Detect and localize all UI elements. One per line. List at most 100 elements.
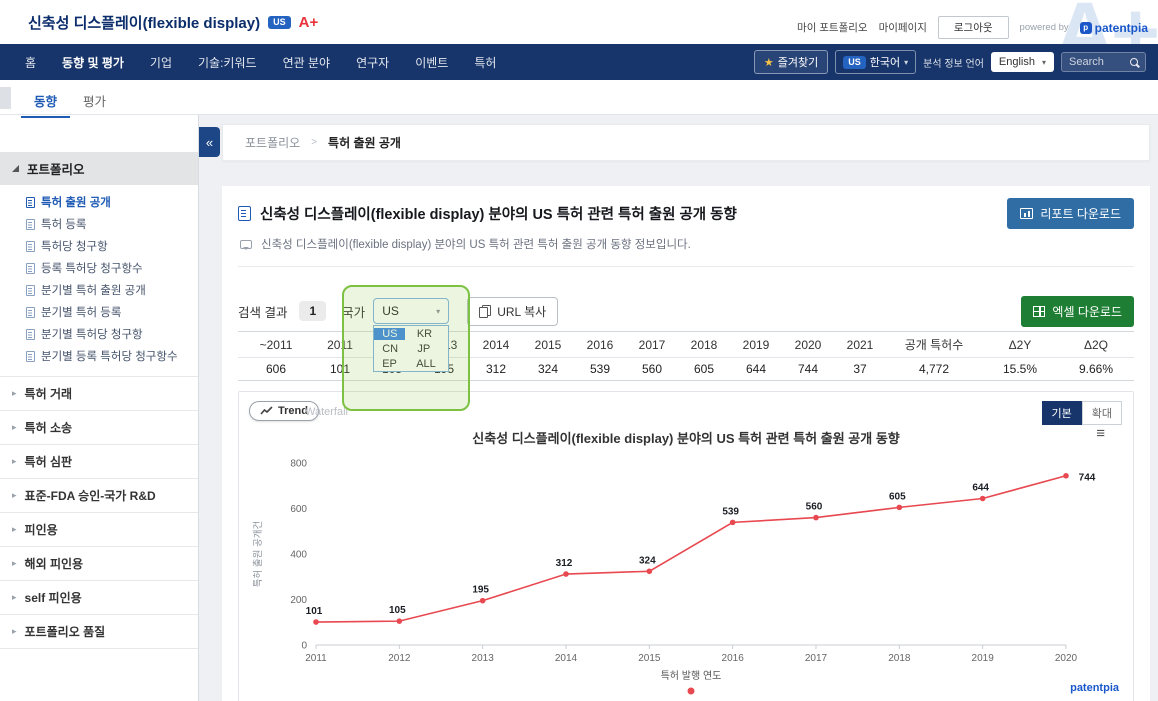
sidebar-item-claims-per-registered[interactable]: 등록 특허당 청구항수 — [0, 257, 198, 279]
svg-text:539: 539 — [722, 506, 739, 517]
svg-text:2015: 2015 — [638, 653, 661, 664]
sidebar-item-label: 특허 출원 공개 — [41, 197, 111, 209]
chart-plot-area: 0 200 400 600 800 2011 2012 2013 2014 2015 2016 201… — [239, 449, 1133, 701]
sidebar-section-patent-litigation[interactable]: ▸ 특허 소송 — [0, 410, 198, 444]
sidebar-collapse-button[interactable]: « — [199, 127, 220, 157]
arrow-right-icon: ▸ — [12, 388, 17, 398]
chart-basic-button[interactable]: 기본 — [1041, 401, 1082, 425]
my-portfolio-link[interactable]: 마이 포트폴리오 — [797, 22, 868, 34]
breadcrumb-separator-icon: > — [311, 137, 318, 148]
excel-download-button[interactable]: 엑셀 다운로드 — [1021, 295, 1134, 327]
country-option-jp[interactable]: JP — [417, 343, 431, 355]
country-option-kr[interactable]: KR — [416, 328, 433, 340]
nav-right: ★ 즐겨찾기 US 한국어 ▾ 분석 정보 언어 English ▾ — [753, 50, 1146, 74]
svg-text:644: 644 — [972, 482, 989, 493]
sidebar-item-claims-per-patent[interactable]: 특허당 청구항 — [0, 235, 198, 257]
breadcrumb-current: 특허 출원 공개 — [328, 136, 401, 150]
svg-text:744: 744 — [1079, 473, 1096, 484]
sidebar-item-patent-registration[interactable]: 특허 등록 — [0, 213, 198, 235]
nav-item-trend-eval[interactable]: 동향 및 평가 — [62, 55, 124, 70]
table-header-cell: 2016 — [574, 331, 626, 358]
svg-text:312: 312 — [556, 558, 573, 569]
country-filter-group: 국가 US ▾ US KR CN JP EP ALL — [342, 298, 450, 372]
arrow-right-icon: ▸ — [12, 422, 17, 432]
search-result-label: 검색 결과 — [238, 305, 288, 320]
country-option-ep[interactable]: EP — [382, 358, 397, 370]
sidebar-section-portfolio-quality[interactable]: ▸ 포트폴리오 품질 — [0, 614, 198, 649]
table-header-cell: 2011 — [314, 331, 366, 358]
search-icon[interactable] — [1130, 58, 1138, 66]
nav-item-event[interactable]: 이벤트 — [415, 55, 449, 70]
table-cell: 101 — [314, 357, 366, 381]
country-option-cn[interactable]: CN — [382, 343, 399, 355]
chart-zoom-button[interactable]: 확대 — [1081, 401, 1122, 425]
main-nav: 홈 동향 및 평가 기업 기술:키워드 연관 분야 연구자 이벤트 특허 ★ 즐… — [0, 44, 1158, 80]
document-icon — [26, 306, 35, 318]
breadcrumb-parent[interactable]: 포트폴리오 — [245, 136, 301, 150]
sidebar-section-citations[interactable]: ▸ 피인용 — [0, 512, 198, 546]
nav-item-home[interactable]: 홈 — [25, 55, 37, 70]
logout-button[interactable]: 로그아웃 — [937, 16, 1009, 39]
table-cell: 324 — [522, 357, 574, 381]
sidebar-item-quarterly-claims-registered[interactable]: 분기별 등록 특허당 청구항수 — [0, 345, 198, 367]
sidebar-section-foreign-citations[interactable]: ▸ 해외 피인용 — [0, 546, 198, 580]
site-language-select[interactable]: US 한국어 ▾ — [835, 50, 917, 74]
nav-item-researcher[interactable]: 연구자 — [356, 55, 390, 70]
hamburger-menu-icon[interactable]: ≡ — [1096, 425, 1105, 442]
sidebar-item-label: 분기별 특허 출원 공개 — [41, 285, 146, 297]
sidebar-item-quarterly-publication[interactable]: 분기별 특허 출원 공개 — [0, 279, 198, 301]
country-select[interactable]: US ▾ US KR CN JP EP ALL — [373, 298, 450, 372]
svg-text:특허 출원 공개건: 특허 출원 공개건 — [253, 521, 264, 587]
country-option-all[interactable]: ALL — [416, 358, 436, 370]
sidebar-section-standards-fda-rnd[interactable]: ▸ 표준-FDA 승인-국가 R&D — [0, 478, 198, 512]
svg-text:400: 400 — [290, 550, 307, 561]
my-page-link[interactable]: 마이페이지 — [878, 22, 927, 34]
analysis-language-select[interactable]: English ▾ — [990, 52, 1054, 72]
url-copy-button[interactable]: URL 복사 — [467, 296, 559, 326]
search-result-count: 1 — [299, 301, 327, 321]
svg-text:101: 101 — [306, 606, 323, 617]
excel-icon — [1033, 305, 1046, 317]
nav-item-patent[interactable]: 특허 — [474, 55, 497, 70]
sidebar-item-quarterly-claims[interactable]: 분기별 특허당 청구항 — [0, 323, 198, 345]
nav-item-company[interactable]: 기업 — [149, 55, 173, 70]
tab-evaluation[interactable]: 평가 — [83, 95, 107, 109]
document-icon — [26, 350, 35, 362]
chevron-down-icon: ▾ — [1041, 57, 1046, 67]
favorites-button[interactable]: ★ 즐겨찾기 — [753, 50, 829, 74]
search-input[interactable] — [1069, 56, 1125, 68]
sidebar-section-label: 해외 피인용 — [24, 557, 84, 571]
document-edit-icon — [238, 206, 251, 221]
country-label: 국가 — [342, 305, 366, 320]
report-download-button[interactable]: 리포트 다운로드 — [1007, 198, 1134, 229]
panel-resize-handle[interactable] — [0, 87, 11, 109]
subtab-bar: 동향 평가 — [0, 80, 1158, 118]
content-area: « 포트폴리오 > 특허 출원 공개 신축성 디스플레이(flexible di… — [199, 115, 1158, 701]
sidebar-section-patent-trial[interactable]: ▸ 특허 심판 — [0, 444, 198, 478]
speech-bubble-icon — [240, 239, 252, 250]
svg-text:2011: 2011 — [305, 653, 327, 664]
arrow-right-icon: ▸ — [12, 456, 17, 466]
content-subtitle: 신축성 디스플레이(flexible display) 분야의 US 특허 관련… — [261, 239, 691, 251]
arrow-right-icon: ▸ — [12, 558, 17, 568]
sidebar-item-label: 특허 등록 — [41, 219, 87, 231]
tab-trend[interactable]: 동향 — [21, 84, 71, 118]
sidebar-section-patent-trade[interactable]: ▸ 특허 거래 — [0, 376, 198, 410]
sidebar-section-self-citations[interactable]: ▸ self 피인용 — [0, 580, 198, 614]
nav-item-related-field[interactable]: 연관 분야 — [282, 55, 331, 70]
svg-text:600: 600 — [290, 504, 307, 515]
excel-download-label: 엑셀 다운로드 — [1052, 304, 1122, 319]
svg-text:0: 0 — [301, 641, 307, 652]
site-language-label: 한국어 — [869, 57, 901, 69]
trend-toggle-button[interactable]: Trend — [249, 401, 319, 421]
country-option-us[interactable]: US — [374, 328, 406, 340]
sidebar-item-patent-publication[interactable]: 특허 출원 공개 — [0, 191, 198, 213]
waterfall-label[interactable]: Waterfall — [305, 406, 348, 418]
document-icon — [26, 196, 35, 208]
country-badge: US — [268, 15, 291, 29]
sidebar-section-portfolio[interactable]: 포트폴리오 — [0, 152, 198, 185]
controls-row: 검색 결과 1 국가 US ▾ US KR CN JP EP — [238, 295, 1134, 372]
nav-item-tech-keyword[interactable]: 기술:키워드 — [198, 55, 257, 70]
sidebar-item-quarterly-registration[interactable]: 분기별 특허 등록 — [0, 301, 198, 323]
